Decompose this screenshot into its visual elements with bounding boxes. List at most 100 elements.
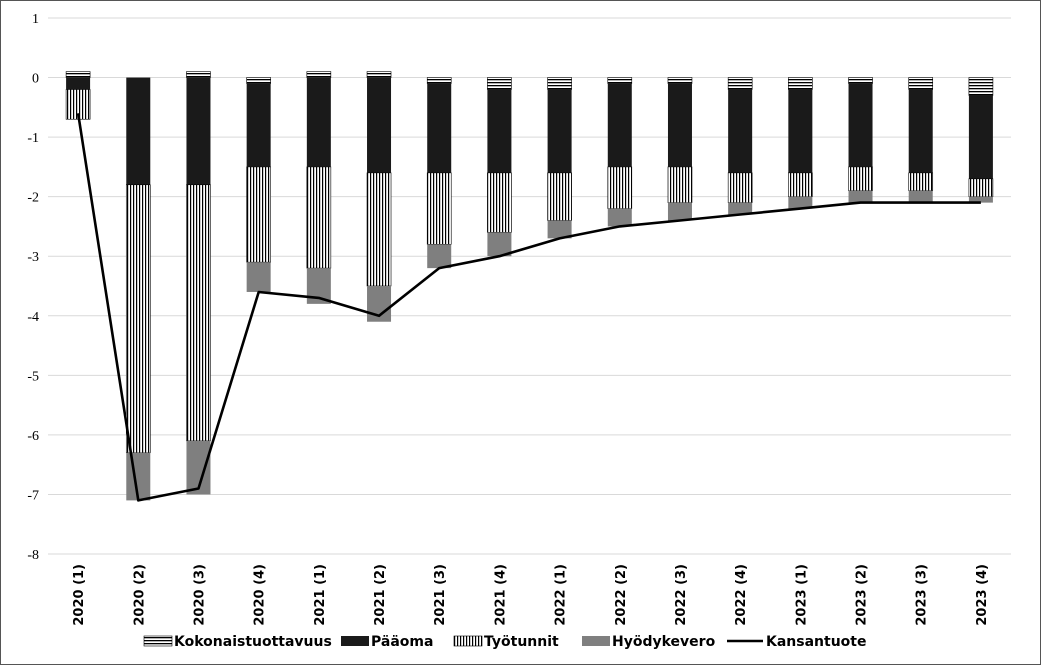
x-tick-label: 2023 (3) [915,564,930,626]
bar-segment-ty-tunnit [186,184,211,442]
legend-swatch-kokonaistuottavuus [143,635,173,647]
x-tick-label: 2022 (1) [554,564,569,626]
bar-segment-kokonaistuottavuus [65,71,91,78]
x-tick-label: 2021 (3) [433,564,448,626]
x-tick-label: 2023 (4) [975,564,990,626]
x-tick-label: 2020 (3) [192,564,207,626]
bar-segment-p-oma [427,83,452,173]
bar-segment-ty-tunnit [727,172,753,203]
x-tick-label: 2020 (4) [253,564,268,626]
bar-segment-kokonaistuottavuus [547,77,572,90]
bar-segment-p-oma [306,77,331,167]
bar-segment-kokonaistuottavuus [246,77,271,84]
legend-label-kansantuote: Kansantuote [766,634,866,650]
y-tick-label: -1 [27,131,39,146]
bar-segment-ty-tunnit [788,172,813,197]
y-tick-label: -8 [27,548,39,563]
x-axis-tick-labels: 2020 (1) 2020 (2) 2020 (3) 2020 (4) 2021 (1)… [72,564,990,626]
bar-segment-hy-dykevero [427,244,452,269]
kansantuote-line-layer [76,113,981,502]
x-tick-label: 2021 (2) [373,564,388,626]
bar-segment-hy-dykevero [607,208,632,227]
bar-segment-p-oma [66,77,91,90]
bar-segment-ty-tunnit [848,166,873,192]
bar-segment-ty-tunnit [306,166,332,269]
bar-segment-kokonaistuottavuus [487,77,512,90]
bar-segment-hy-dykevero [848,190,873,203]
y-tick-label: -7 [27,488,39,503]
bar-segment-kokonaistuottavuus [366,71,392,78]
line-series-kansantuote [76,113,981,502]
bar-segment-p-oma [487,89,512,173]
legend-swatch-hy-dykevero [582,636,610,646]
bar-segment-kokonaistuottavuus [607,77,633,84]
bar-segment-ty-tunnit [908,172,934,192]
bar-segment-ty-tunnit [667,166,693,203]
bar-segment-ty-tunnit [426,172,452,245]
bar-segment-kokonaistuottavuus [968,77,994,96]
bar-segment-hy-dykevero [667,202,692,221]
y-axis-tick-labels: 1 0 -1 -2 -3 -4 -5 -6 -7 -8 [27,12,39,563]
bar-segment-ty-tunnit [246,166,271,263]
bar-segment-ty-tunnit [125,184,151,454]
bars [65,71,994,501]
y-tick-label: 0 [32,72,39,87]
bar-segment-ty-tunnit [366,172,392,287]
y-tick-label: -5 [27,369,39,384]
legend-swatch-p-oma [341,636,369,646]
bar-segment-p-oma [908,89,933,173]
legend-label-hy-dykevero: Hyödykevero [612,634,716,650]
bar-segment-kokonaistuottavuus [908,77,934,90]
x-tick-label: 2022 (2) [614,564,629,626]
bar-segment-ty-tunnit [968,178,994,197]
bar-segment-kokonaistuottavuus [848,77,873,84]
bar-segment-ty-tunnit [547,172,572,221]
bar-segment-hy-dykevero [487,232,512,257]
bar-segment-kokonaistuottavuus [426,77,452,84]
y-tick-label: -4 [27,310,39,325]
bar-segment-hy-dykevero [547,220,572,239]
bar-segment-p-oma [367,77,392,173]
bar-segment-kokonaistuottavuus [186,71,211,78]
bar-segment-kokonaistuottavuus [727,77,753,90]
bar-segment-hy-dykevero [246,262,271,292]
x-tick-label: 2021 (1) [313,564,328,626]
bar-segment-p-oma [607,83,632,167]
x-tick-label: 2021 (4) [493,564,508,626]
y-tick-label: -2 [27,191,39,206]
legend-swatch-ty-tunnit [453,635,483,647]
bar-segment-kokonaistuottavuus [788,77,813,90]
bar-segment-ty-tunnit [607,166,633,209]
bar-segment-p-oma [547,89,572,173]
y-tick-label: 1 [32,12,39,27]
legend-label-kokonaistuottavuus: Kokonaistuottavuus [174,634,332,650]
bar-segment-ty-tunnit [487,172,512,233]
x-tick-label: 2020 (2) [132,564,147,626]
y-tick-label: -3 [27,250,39,265]
bar-segment-kokonaistuottavuus [306,71,332,78]
x-tick-label: 2023 (2) [855,564,870,626]
bar-segment-hy-dykevero [788,196,813,209]
legend-label-ty-tunnit: Työtunnit [484,634,559,650]
x-tick-label: 2023 (1) [794,564,809,626]
x-tick-label: 2020 (1) [72,564,87,626]
legend-label-p-oma: Pääoma [371,634,433,650]
bar-segment-hy-dykevero [968,196,993,203]
legend: Kokonaistuottavuus Pääoma Työtunnit Hyödyke… [143,634,866,650]
bar-segment-p-oma [186,77,211,185]
bar-segment-p-oma [968,95,993,179]
bar-segment-p-oma [126,77,151,185]
bar-segment-p-oma [728,89,753,173]
bar-segment-hy-dykevero [728,202,753,215]
bar-segment-p-oma [848,83,873,167]
bar-segment-p-oma [788,89,813,173]
bar-segment-p-oma [667,83,692,167]
x-tick-label: 2022 (4) [734,564,749,626]
bar-segment-hy-dykevero [908,190,933,203]
bar-segment-p-oma [246,83,271,167]
x-tick-label: 2022 (3) [674,564,689,626]
bar-segment-kokonaistuottavuus [667,77,693,84]
y-tick-label: -6 [27,429,39,444]
